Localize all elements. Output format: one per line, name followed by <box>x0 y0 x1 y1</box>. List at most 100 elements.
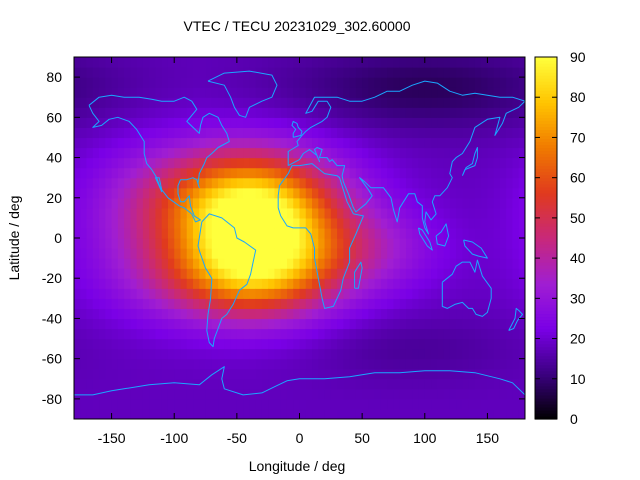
heatmap-cell <box>249 167 257 179</box>
colorbar-segment <box>535 247 557 251</box>
heatmap-cell <box>368 167 376 179</box>
heatmap-cell <box>399 348 407 360</box>
heatmap-cell <box>224 398 232 410</box>
heatmap-cell <box>330 67 338 78</box>
heatmap-cell <box>424 57 432 68</box>
heatmap-cell <box>393 107 401 118</box>
heatmap-cell <box>261 67 269 78</box>
heatmap-cell <box>324 117 332 128</box>
heatmap-cell <box>387 318 395 330</box>
heatmap-cell <box>393 348 401 360</box>
heatmap-cell <box>418 258 426 269</box>
heatmap-cell <box>80 308 88 320</box>
heatmap-cell <box>493 97 501 108</box>
heatmap-cell <box>186 157 194 169</box>
heatmap-cell <box>443 338 451 350</box>
heatmap-cell <box>243 57 250 68</box>
heatmap-cell <box>468 258 476 269</box>
heatmap-cell <box>86 248 94 259</box>
heatmap-cell <box>124 147 131 159</box>
heatmap-cell <box>380 338 388 350</box>
colorbar-segment <box>535 325 557 330</box>
heatmap-cell <box>136 157 144 169</box>
heatmap-cell <box>424 97 432 108</box>
heatmap-cell <box>155 298 163 309</box>
heatmap-cell <box>99 338 106 350</box>
heatmap-cell <box>399 368 407 380</box>
colorbar-segment <box>535 391 557 396</box>
heatmap-cell <box>74 408 81 419</box>
heatmap-cell <box>405 328 413 340</box>
heatmap-cell <box>462 137 470 149</box>
heatmap-cell <box>193 87 200 98</box>
heatmap-cell <box>255 398 263 410</box>
heatmap-cell <box>286 378 294 390</box>
heatmap-cell <box>374 127 382 139</box>
heatmap-cell <box>330 318 338 330</box>
heatmap-cell <box>280 408 288 419</box>
heatmap-cell <box>268 248 276 259</box>
heatmap-cell <box>86 298 94 309</box>
heatmap-cell <box>80 248 88 259</box>
heatmap-cell <box>124 157 131 169</box>
heatmap-cell <box>174 157 182 169</box>
heatmap-cell <box>449 338 457 350</box>
heatmap-cell <box>330 308 338 320</box>
heatmap-cell <box>330 258 338 269</box>
heatmap-cell <box>149 268 157 279</box>
heatmap-cell <box>193 137 200 149</box>
heatmap-cell <box>211 187 219 199</box>
heatmap-cell <box>506 378 514 390</box>
heatmap-cell <box>167 187 175 199</box>
heatmap-cell <box>155 278 163 289</box>
heatmap-cell <box>512 388 520 400</box>
heatmap-cell <box>449 258 457 269</box>
heatmap-cell <box>224 338 232 350</box>
heatmap-cell <box>286 167 294 179</box>
heatmap-cell <box>218 308 225 320</box>
heatmap-cell <box>312 57 319 68</box>
heatmap-cell <box>355 137 363 149</box>
heatmap-cell <box>449 358 457 370</box>
heatmap-cell <box>337 308 344 320</box>
heatmap-cell <box>312 348 319 360</box>
heatmap-cell <box>230 318 238 330</box>
heatmap-cell <box>236 268 244 279</box>
heatmap-cell <box>324 238 332 249</box>
heatmap-cell <box>268 207 276 219</box>
heatmap-cell <box>199 368 207 380</box>
heatmap-cell <box>74 358 81 370</box>
heatmap-cell <box>481 227 489 239</box>
heatmap-cell <box>368 358 376 370</box>
heatmap-cell <box>412 248 420 259</box>
heatmap-cell <box>161 137 169 149</box>
heatmap-cell <box>456 398 463 410</box>
heatmap-cell <box>249 197 257 209</box>
heatmap-cell <box>149 217 157 229</box>
heatmap-cell <box>443 127 451 139</box>
heatmap-cell <box>255 298 263 309</box>
heatmap-cell <box>362 338 369 350</box>
heatmap-cell <box>111 77 119 88</box>
heatmap-cell <box>481 187 489 199</box>
heatmap-cell <box>130 137 138 149</box>
heatmap-cell <box>180 368 188 380</box>
heatmap-cell <box>199 187 207 199</box>
heatmap-cell <box>512 147 520 159</box>
heatmap-cell <box>255 87 263 98</box>
heatmap-cell <box>205 97 213 108</box>
heatmap-cell <box>399 238 407 249</box>
heatmap-cell <box>124 217 131 229</box>
heatmap-cell <box>92 318 100 330</box>
heatmap-cell <box>405 308 413 320</box>
colorbar-segment <box>535 244 557 248</box>
heatmap-cell <box>199 338 207 350</box>
heatmap-cell <box>468 217 476 229</box>
heatmap-cell <box>136 227 144 239</box>
heatmap-cell <box>305 117 313 128</box>
heatmap-cell <box>249 268 257 279</box>
heatmap-cell <box>255 197 263 209</box>
heatmap-cell <box>211 57 219 68</box>
heatmap-cell <box>481 258 489 269</box>
heatmap-cell <box>86 67 94 78</box>
